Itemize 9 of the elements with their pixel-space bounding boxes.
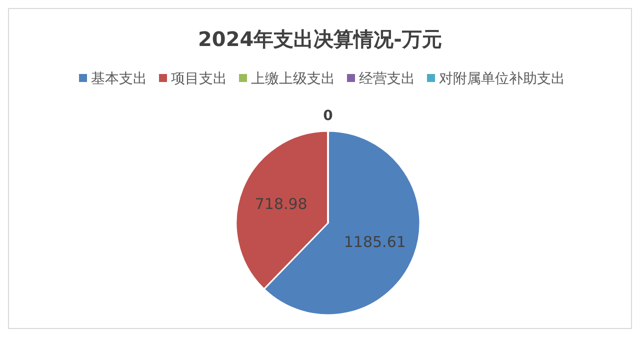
- legend-label: 经营支出: [359, 71, 415, 87]
- text: 0: [323, 108, 333, 124]
- data-label: 1185.61: [344, 232, 406, 251]
- data-label: 718.98: [254, 195, 308, 214]
- legend-label: 上缴上级支出: [251, 71, 335, 87]
- legend-label: 项目支出: [171, 71, 227, 87]
- legend-label: 基本支出: [91, 71, 147, 87]
- legend-label: 对附属单位补助支出: [439, 71, 565, 87]
- chart-title: 2024年支出决算情况-万元: [198, 27, 442, 51]
